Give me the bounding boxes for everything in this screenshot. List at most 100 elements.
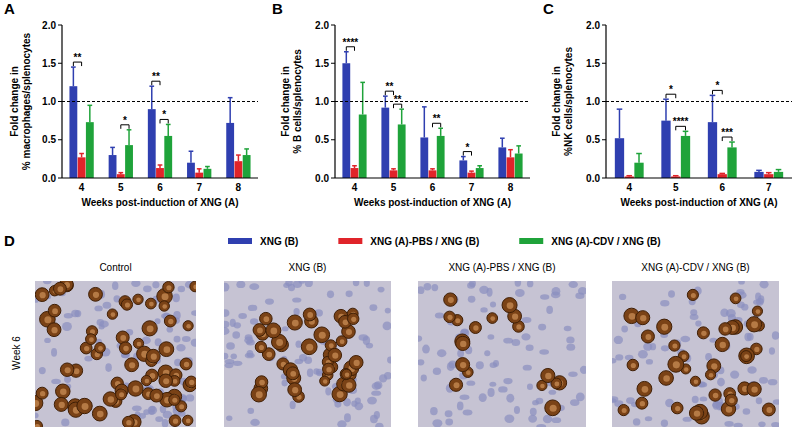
nucleus xyxy=(575,292,584,299)
cell-center xyxy=(672,344,677,349)
cell-center xyxy=(154,393,160,399)
cell-center xyxy=(35,424,40,427)
cell-center xyxy=(52,308,58,314)
error-stem xyxy=(731,142,733,147)
stained-cell xyxy=(709,389,721,401)
stained-cell xyxy=(169,415,181,427)
nucleus xyxy=(191,310,196,316)
nucleus xyxy=(418,286,424,294)
bar xyxy=(109,155,117,178)
nucleus xyxy=(566,336,574,343)
image-title: XNG (A)-PBS / XNG (B) xyxy=(448,262,555,273)
y-axis-title: Fold change in xyxy=(551,66,562,137)
nucleus xyxy=(515,281,522,287)
nucleus xyxy=(489,382,496,387)
cell-center xyxy=(162,304,167,309)
nucleus xyxy=(772,331,779,340)
cell-center xyxy=(173,379,178,384)
nucleus xyxy=(469,281,476,287)
cell-center xyxy=(631,363,636,368)
error-cap xyxy=(438,128,443,130)
cell-center xyxy=(35,400,39,407)
nucleus xyxy=(282,326,289,331)
stained-cell xyxy=(145,298,156,309)
significance-label: *** xyxy=(721,127,733,138)
stained-cell xyxy=(657,319,672,334)
cell-center xyxy=(711,363,717,369)
figure-root: AFold change in% macrophages/splenocytes… xyxy=(0,0,800,427)
bar xyxy=(754,172,763,178)
cell-center xyxy=(337,391,344,398)
significance-label: **** xyxy=(343,37,359,48)
nucleus xyxy=(720,308,728,316)
stained-cell xyxy=(669,340,680,351)
stained-cell xyxy=(641,330,654,343)
cell-center xyxy=(73,368,79,374)
cell-center xyxy=(466,370,471,375)
stained-cell xyxy=(133,294,143,304)
panel-label: D xyxy=(4,232,15,249)
bar xyxy=(615,138,624,178)
nucleus xyxy=(327,290,334,298)
nucleus xyxy=(690,314,699,320)
nucleus xyxy=(466,381,475,386)
nucleus xyxy=(536,424,546,427)
bar xyxy=(429,170,437,178)
bar xyxy=(69,86,77,178)
nucleus xyxy=(552,417,561,423)
nucleus xyxy=(514,406,520,414)
y-tick-label: 1.0 xyxy=(42,96,56,107)
nucleus xyxy=(433,367,441,375)
nucleus xyxy=(247,408,254,414)
stained-cell xyxy=(185,376,196,388)
stained-cell xyxy=(444,293,457,306)
micrograph xyxy=(224,281,391,427)
nucleus xyxy=(615,354,623,360)
cell-center xyxy=(751,386,757,392)
cell-center xyxy=(345,372,350,377)
cell-center xyxy=(111,312,116,317)
x-tick-label: 6 xyxy=(719,182,725,193)
significance-label: * xyxy=(465,142,469,153)
error-cap xyxy=(776,169,782,171)
nucleus xyxy=(487,388,494,397)
nucleus xyxy=(292,297,301,302)
nucleus xyxy=(233,361,243,366)
nucleus xyxy=(295,341,301,348)
nucleus xyxy=(756,298,764,306)
chart-panel: BFold change in% B cells/splenocytes0.00… xyxy=(272,0,530,208)
error-stem xyxy=(128,130,130,145)
stained-cell xyxy=(107,309,117,319)
stained-cell xyxy=(183,415,193,425)
panel-label: B xyxy=(272,0,283,17)
nucleus xyxy=(680,336,690,342)
nucleus xyxy=(487,288,493,297)
bar xyxy=(351,168,359,178)
nucleus xyxy=(432,419,442,427)
y-tick-label: 1.5 xyxy=(586,58,600,69)
nucleus xyxy=(191,339,196,347)
stained-cell xyxy=(36,387,48,399)
stained-cell xyxy=(747,382,761,396)
bar xyxy=(507,157,515,178)
cell-center xyxy=(460,341,466,347)
nucleus xyxy=(359,334,369,340)
nucleus xyxy=(35,413,39,419)
error-bar xyxy=(197,169,202,173)
y-axis-title: % B cells/splenocytes xyxy=(292,49,303,154)
x-tick-label: 5 xyxy=(118,182,124,193)
bar xyxy=(381,108,389,178)
nucleus xyxy=(661,345,669,351)
cell-center xyxy=(507,302,514,309)
nucleus xyxy=(504,415,514,423)
y-tick-label: 1.0 xyxy=(586,96,600,107)
nucleus xyxy=(566,344,575,351)
stained-cell xyxy=(35,420,42,427)
nucleus xyxy=(422,345,430,354)
bar xyxy=(774,172,783,178)
bar xyxy=(164,136,172,178)
nucleus xyxy=(463,410,473,416)
nucleus xyxy=(375,423,383,427)
error-bar xyxy=(118,173,123,175)
stained-cell xyxy=(190,281,196,292)
